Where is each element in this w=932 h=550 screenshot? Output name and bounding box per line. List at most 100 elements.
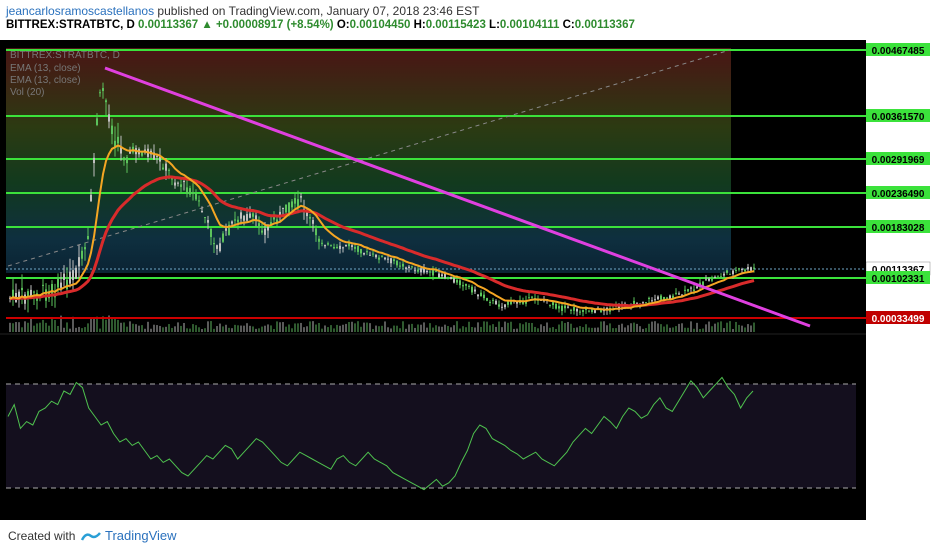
candle-body [204, 217, 206, 219]
volume-bar [591, 327, 593, 332]
volume-bar [297, 323, 299, 332]
volume-bar [660, 324, 662, 332]
volume-bar [27, 322, 29, 332]
candle-body [321, 242, 323, 244]
descending-trendline[interactable] [104, 66, 811, 328]
volume-bar [573, 327, 575, 332]
volume-bar [141, 325, 143, 332]
candle-body [492, 299, 494, 301]
candle-body [249, 213, 251, 218]
candle-body [21, 287, 23, 291]
candle-body [66, 279, 68, 290]
candle-body [102, 88, 104, 91]
candle-body [354, 246, 356, 249]
candle-body [225, 228, 227, 231]
volume-bar [294, 323, 296, 332]
candle-body [402, 263, 404, 267]
candle-body [90, 194, 92, 202]
volume-bar [495, 326, 497, 332]
volume-bar [48, 325, 50, 332]
candle-body [330, 245, 332, 247]
candle-body [168, 169, 170, 171]
candle-body [456, 279, 458, 283]
volume-bar [228, 327, 230, 332]
candle-body [246, 214, 248, 221]
volume-bar [489, 325, 491, 332]
volume-bar [381, 325, 383, 332]
candle-body [300, 196, 302, 198]
price-tag-label: 0.00033499 [872, 314, 925, 325]
volume-bar [336, 324, 338, 332]
volume-bar [270, 325, 272, 332]
candle-body [282, 207, 284, 209]
volume-bar [12, 323, 14, 332]
candle-body [741, 268, 743, 270]
volume-bar [672, 327, 674, 332]
volume-bar [219, 323, 221, 332]
volume-bar [315, 324, 317, 332]
candle-body [462, 285, 464, 287]
candle-body [201, 211, 203, 213]
candle-body [357, 246, 359, 252]
candle-body [465, 284, 467, 286]
candle-body [666, 297, 668, 299]
volume-bar [144, 328, 146, 332]
candle-body [75, 267, 77, 279]
candle-body [228, 224, 230, 235]
candle-body [393, 259, 395, 262]
candle-body [162, 167, 164, 170]
candle-body [258, 223, 260, 228]
volume-bar [135, 324, 137, 332]
tradingview-brand[interactable]: TradingView [105, 528, 177, 543]
change-arrow: ▲ [201, 19, 213, 31]
author-link[interactable]: jeancarlosramoscastellanos [6, 4, 155, 18]
chart-svg[interactable]: BITTREX:STRATBTC, D EMA (13, close) EMA … [0, 40, 866, 520]
volume-bar [486, 321, 488, 332]
candle-body [483, 294, 485, 299]
candle-body [657, 296, 659, 300]
candle-body [642, 302, 644, 304]
candle-body [252, 213, 254, 217]
candle-body [600, 310, 602, 313]
candle-body [192, 192, 194, 194]
volume-bar [237, 325, 239, 332]
volume-bar [507, 322, 509, 332]
candle-body [648, 297, 650, 299]
candle-body [270, 222, 272, 226]
candle-body [450, 277, 452, 280]
chart-canvas[interactable]: BITTREX:STRATBTC, D EMA (13, close) EMA … [0, 40, 866, 520]
volume-bar [447, 326, 449, 332]
price-tag-label: 0.00113367 [872, 265, 925, 276]
price-axis[interactable]: 0.00467485 0.00361570 0.00291969 0.00236490… [865, 40, 932, 520]
candle-body [237, 219, 239, 223]
price-levels [6, 49, 866, 319]
candle-body [144, 149, 146, 152]
volume-bar [648, 323, 650, 332]
candle-body [564, 305, 566, 309]
volume-bar [528, 322, 530, 332]
volume-bar [735, 321, 737, 332]
candle-body [468, 285, 470, 287]
volume-bar [450, 327, 452, 332]
candle-body [645, 302, 647, 304]
volume-bar [105, 319, 107, 332]
candle-body [30, 289, 32, 296]
volume-bar [351, 321, 353, 332]
candle-body [426, 270, 428, 273]
candle-body [276, 219, 278, 224]
volume-bar [204, 328, 206, 332]
candle-body [315, 228, 317, 236]
volume-bar [588, 327, 590, 332]
volume-bar [747, 324, 749, 332]
candle-body [375, 254, 377, 258]
last-price: 0.00113367 [138, 19, 199, 31]
candle-body [705, 279, 707, 281]
volume-bar [717, 322, 719, 332]
volume-bar [564, 322, 566, 332]
volume-bar [513, 328, 515, 332]
candle-body [387, 258, 389, 260]
volume-bar [207, 321, 209, 332]
candle-body [363, 252, 365, 255]
volume-bar [75, 327, 77, 332]
candle-body [141, 151, 143, 156]
